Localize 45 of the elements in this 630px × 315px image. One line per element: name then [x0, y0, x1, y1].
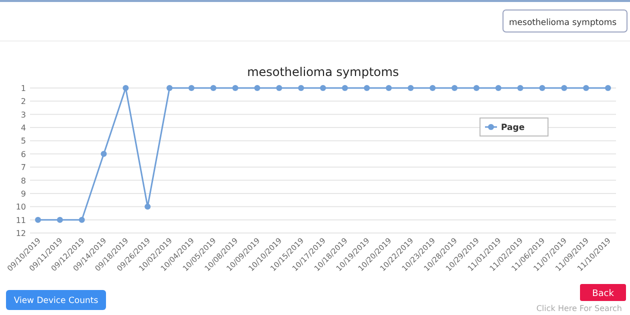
- point: [342, 85, 348, 91]
- point: [364, 85, 370, 91]
- point: [232, 85, 238, 91]
- point: [78, 216, 85, 223]
- point: [408, 85, 414, 91]
- y-tick-label: 3: [20, 110, 26, 120]
- point: [276, 85, 282, 91]
- y-tick-label: 8: [20, 176, 26, 186]
- point: [561, 85, 568, 91]
- point: [473, 85, 480, 91]
- point: [166, 85, 173, 91]
- text: Click Here For Search: [536, 304, 622, 313]
- y-tick-label: 11: [16, 216, 26, 225]
- point: [452, 85, 458, 91]
- point: [386, 85, 392, 91]
- y-tick-label: 9: [20, 189, 26, 198]
- text: mesothelioma symptoms: [509, 18, 618, 28]
- text: Back: [592, 289, 615, 299]
- y-tick-label: 12: [16, 229, 26, 238]
- y-tick-label: 6: [20, 150, 26, 159]
- point: [35, 216, 41, 223]
- legend-label: Page: [501, 123, 525, 133]
- text: View Device Counts: [14, 296, 99, 306]
- point: [430, 85, 436, 91]
- point: [144, 204, 151, 210]
- point: [254, 85, 260, 91]
- point: [188, 85, 194, 91]
- point: [56, 216, 63, 223]
- y-tick-label: 4: [20, 124, 26, 133]
- point: [605, 85, 611, 91]
- point: [517, 85, 524, 91]
- point: [320, 85, 326, 91]
- point: [495, 85, 502, 91]
- point: [583, 85, 590, 91]
- y-tick-label: 7: [20, 163, 26, 172]
- y-tick-label: 5: [20, 136, 26, 146]
- y-tick-label: 1: [20, 84, 26, 93]
- point: [122, 85, 129, 91]
- chart-title: mesothelioma symptoms: [247, 65, 399, 79]
- y-tick-label: 2: [20, 97, 26, 106]
- y-tick-label: 10: [16, 202, 26, 212]
- point: [298, 85, 304, 91]
- point: [539, 85, 546, 91]
- point: [100, 150, 107, 157]
- point: [210, 85, 216, 91]
